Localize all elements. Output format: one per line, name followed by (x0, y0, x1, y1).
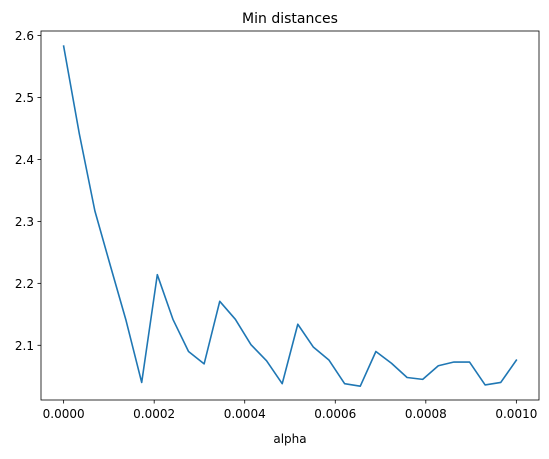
y-tick-label: 2.4 (15, 153, 34, 167)
y-tick-label: 2.5 (15, 91, 34, 105)
x-tick-label: 0.0006 (314, 407, 356, 421)
chart-title: Min distances (242, 11, 338, 27)
x-axis-label: alpha (273, 432, 306, 446)
y-axis-ticks: 2.1 2.2 2.3 2.4 2.5 2.6 (15, 29, 41, 353)
x-tick-label: 0.0010 (495, 407, 537, 421)
x-tick-label: 0.0004 (224, 407, 266, 421)
plot-frame (41, 31, 539, 400)
y-tick-label: 2.6 (15, 29, 34, 43)
x-tick-label: 0.0000 (43, 407, 85, 421)
y-tick-label: 2.3 (15, 215, 34, 229)
series-line (64, 46, 517, 386)
x-axis-ticks: 0.0000 0.0002 0.0004 0.0006 0.0008 0.0010 (43, 400, 538, 421)
x-tick-label: 0.0008 (405, 407, 447, 421)
x-tick-label: 0.0002 (133, 407, 175, 421)
y-tick-label: 2.1 (15, 339, 34, 353)
series-layer (64, 46, 517, 386)
y-tick-label: 2.2 (15, 277, 34, 291)
